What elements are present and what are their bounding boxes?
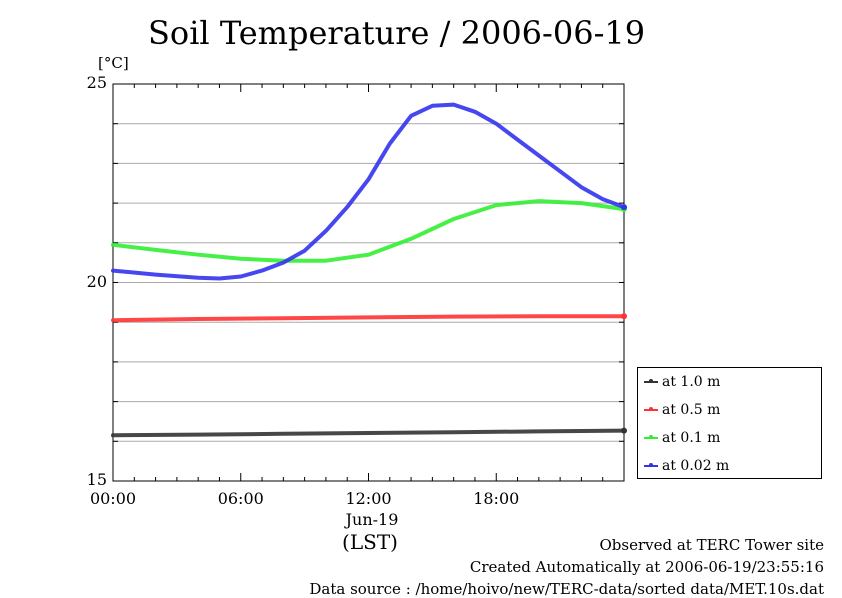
x-tick-label: 12:00 <box>345 489 392 508</box>
y-axis-unit: [°C] <box>98 54 129 72</box>
x-axis-label: (LST) <box>342 530 398 554</box>
y-tick-label: 15 <box>86 470 107 489</box>
legend-item: at 1.0 m <box>644 374 720 390</box>
legend-item: at 0.5 m <box>644 402 720 418</box>
footer-source: Data source : /home/hoivo/new/TERC-data/… <box>309 580 824 598</box>
footer-created: Created Automatically at 2006-06-19/23:5… <box>469 558 824 576</box>
series-end-point-3 <box>621 204 627 211</box>
y-tick-label: 25 <box>86 73 107 92</box>
series-line-1 <box>111 314 626 323</box>
series-end-point-1 <box>621 313 627 320</box>
footer-site: Observed at TERC Tower site <box>599 536 824 554</box>
legend-swatch <box>644 407 658 411</box>
x-tick-label: 00:00 <box>89 489 137 508</box>
legend-swatch <box>644 379 658 383</box>
legend-item: at 0.02 m <box>644 458 729 474</box>
series-line-0 <box>111 428 626 438</box>
legend-label: at 0.02 m <box>662 458 730 474</box>
series-line-2 <box>111 199 626 263</box>
chart-title: Soil Temperature / 2006-06-19 <box>148 14 646 52</box>
y-tick-label: 20 <box>86 271 107 291</box>
legend-swatch <box>644 435 658 439</box>
x-tick-label: 06:00 <box>217 489 264 508</box>
legend-swatch <box>644 463 658 467</box>
legend-item: at 0.1 m <box>644 430 720 446</box>
plot-frame <box>112 83 625 482</box>
legend-label: at 1.0 m <box>662 374 721 390</box>
x-date-label: Jun-19 <box>345 510 399 529</box>
legend: at 1.0 m at 0.5 m at 0.1 m at 0.02 m <box>637 367 822 479</box>
legend-label: at 0.5 m <box>662 402 721 418</box>
series-end-point-0 <box>621 427 627 434</box>
legend-label: at 0.1 m <box>662 430 721 446</box>
x-tick-label: 18:00 <box>473 489 520 508</box>
series-line-3 <box>111 102 626 281</box>
